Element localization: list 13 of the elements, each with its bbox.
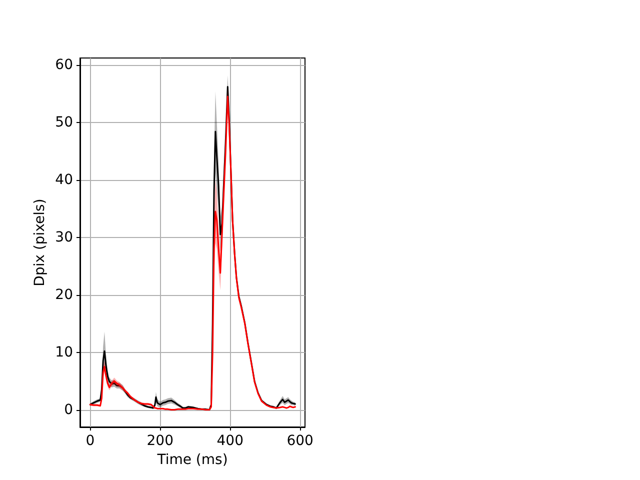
y-tick-label: 60 (55, 56, 73, 73)
y-tick-label: 40 (55, 172, 73, 188)
x-tick-label: 200 (146, 433, 174, 449)
y-tick-label: 50 (55, 114, 73, 130)
y-tick-label: 10 (55, 344, 73, 360)
y-axis-title: Dpix (pixels) (32, 198, 48, 286)
y-tick-label: 0 (64, 402, 73, 418)
y-tick-label: 30 (55, 229, 73, 246)
y-tick-label: 20 (55, 286, 73, 303)
x-tick-label: 400 (216, 433, 244, 449)
x-axis-title: Time (ms) (156, 452, 228, 468)
x-tick-label: 0 (86, 433, 95, 449)
x-tick-label: 600 (286, 433, 314, 449)
